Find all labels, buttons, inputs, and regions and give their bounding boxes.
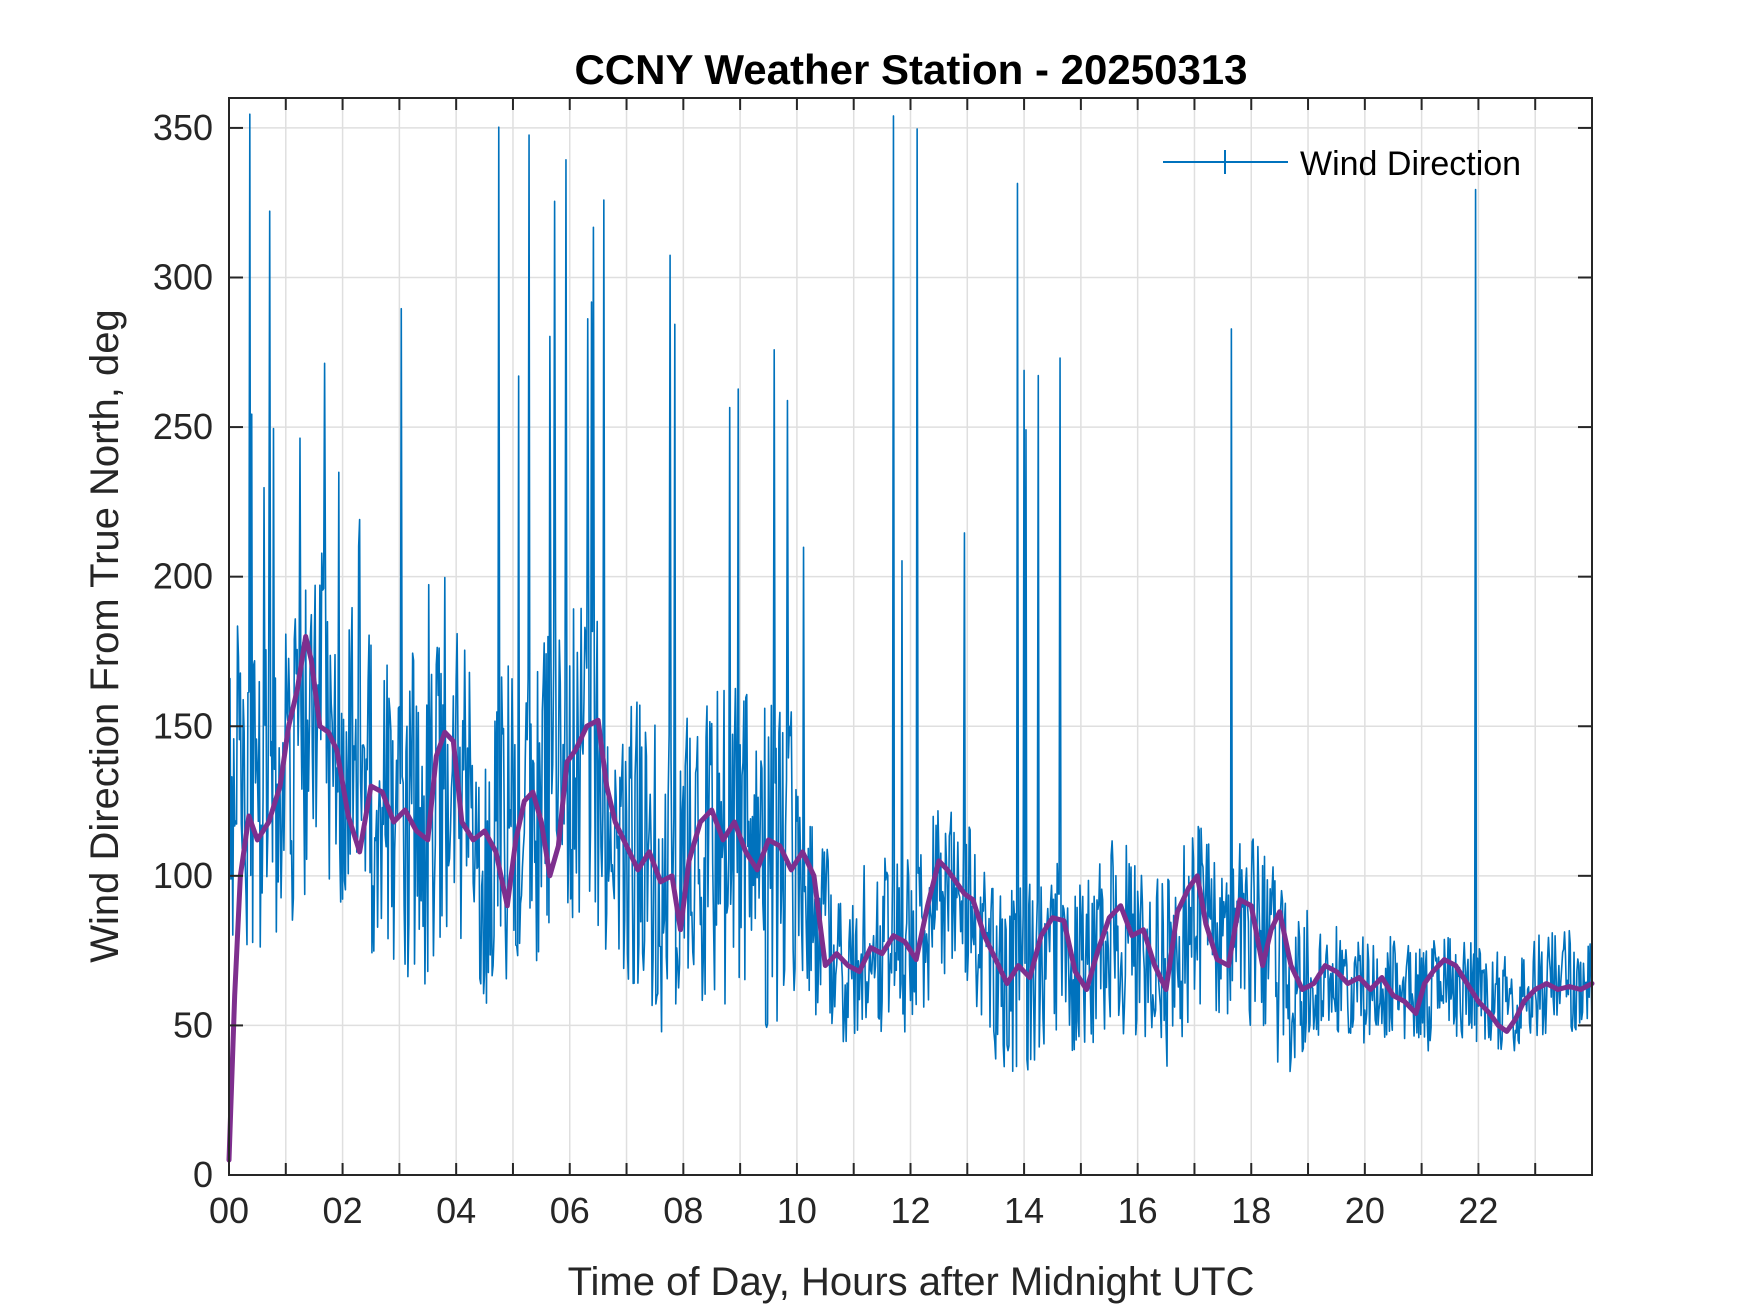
- legend: Wind Direction: [1163, 145, 1521, 183]
- x-tick-label: 22: [1458, 1190, 1498, 1231]
- y-tick-label: 100: [153, 855, 213, 896]
- chart-title: CCNY Weather Station - 20250313: [574, 46, 1247, 93]
- y-tick-labels: 0 50 100 150 200 250 300 350: [153, 107, 213, 1195]
- y-axis-label: Wind Direction From True North, deg: [83, 309, 127, 963]
- x-tick-label: 08: [663, 1190, 703, 1231]
- x-tick-label: 16: [1118, 1190, 1158, 1231]
- y-tick-label: 250: [153, 406, 213, 447]
- x-tick-label: 20: [1345, 1190, 1385, 1231]
- series-layer: [226, 113, 1595, 1163]
- x-tick-label: 04: [436, 1190, 476, 1231]
- y-tick-label: 50: [173, 1004, 213, 1045]
- x-tick-label: 12: [890, 1190, 930, 1231]
- x-tick-label: 18: [1231, 1190, 1271, 1231]
- x-tick-label: 14: [1004, 1190, 1044, 1231]
- series-line-wind-direction: [228, 113, 1593, 1073]
- x-tick-label: 02: [323, 1190, 363, 1231]
- y-tick-label: 0: [193, 1154, 213, 1195]
- axis-ticks: [229, 98, 1592, 1176]
- y-tick-label: 200: [153, 556, 213, 597]
- x-tick-label: 06: [550, 1190, 590, 1231]
- x-tick-label: 10: [777, 1190, 817, 1231]
- x-tick-label: 00: [209, 1190, 249, 1231]
- series-line-running-mean: [226, 634, 1595, 1163]
- y-tick-label: 300: [153, 257, 213, 298]
- y-tick-label: 350: [153, 107, 213, 148]
- x-tick-labels: 00 02 04 06 08 10 12 14 16 18 20 22: [209, 1190, 1498, 1231]
- x-axis-label: Time of Day, Hours after Midnight UTC: [568, 1260, 1255, 1304]
- y-tick-label: 150: [153, 705, 213, 746]
- legend-entry-wind-direction: Wind Direction: [1300, 145, 1521, 183]
